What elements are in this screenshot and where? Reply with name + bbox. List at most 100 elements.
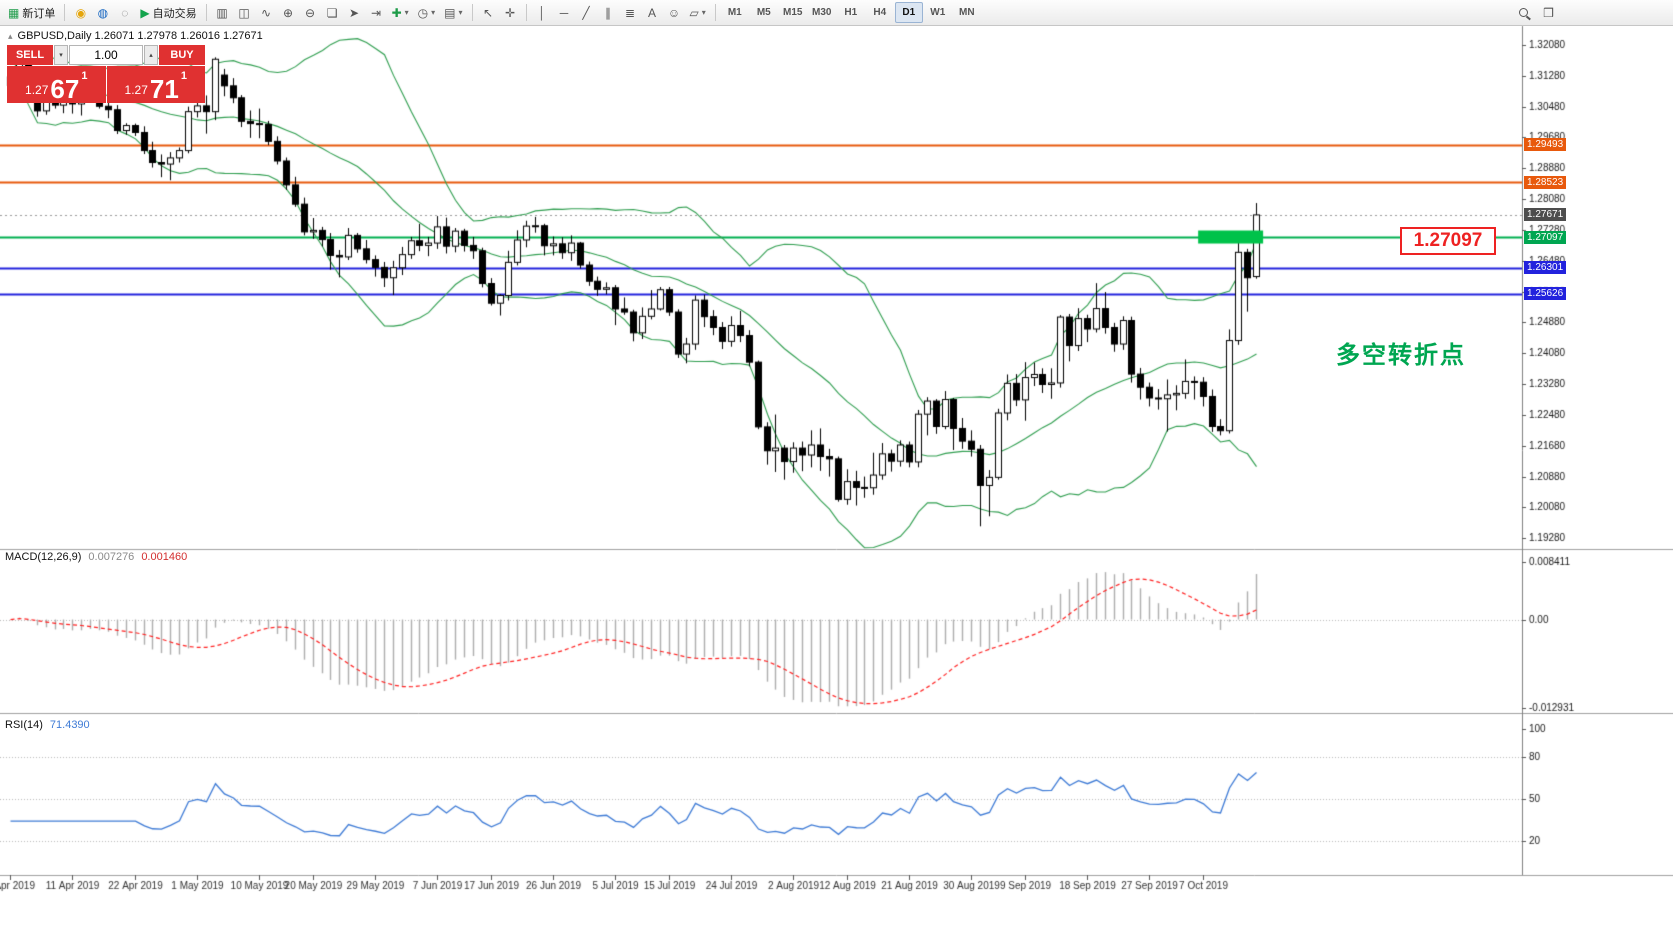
arrows-tool-button[interactable]: ☺: [664, 2, 685, 23]
zoom-in-button[interactable]: ⊕: [278, 2, 299, 23]
templates-button[interactable]: ▤ ▾: [440, 2, 466, 23]
autotrading-icon: ▶: [140, 5, 150, 20]
buy-price-button[interactable]: 1.27 71 1: [106, 66, 205, 104]
macd-label: MACD(12,26,9) 0.007276 0.001460: [5, 551, 187, 563]
chart-annotation-text[interactable]: 多空转折点: [1336, 342, 1466, 369]
bar-chart-mode-icon: ▥: [216, 5, 228, 20]
timeframe-m15-button[interactable]: M15: [779, 2, 807, 23]
tile-windows-button[interactable]: ❏: [322, 2, 343, 23]
crosshair-button[interactable]: ✛: [500, 2, 521, 23]
trendline-tool-button[interactable]: ╱: [576, 2, 597, 23]
timeframe-w1-button[interactable]: W1: [924, 2, 952, 23]
channel-tool-button[interactable]: ∥: [598, 2, 619, 23]
search-icon: [1519, 8, 1528, 17]
rsi-value: 71.4390: [49, 719, 90, 731]
caret-down-icon: ▾: [59, 52, 63, 59]
periods-icon: ◷: [417, 5, 429, 20]
new-order-icon: ▦: [8, 5, 20, 20]
crosshair-icon: ✛: [504, 5, 516, 20]
search-button[interactable]: [1513, 2, 1534, 23]
timeframe-m5-button[interactable]: M5: [750, 2, 778, 23]
text-tool-button[interactable]: A: [642, 2, 663, 23]
collapse-panel-icon[interactable]: ▴: [8, 30, 13, 41]
autotrading-label: 自动交易: [152, 7, 197, 20]
buy-price-prefix: 1.27: [124, 83, 148, 97]
price-badge-125626[interactable]: 1.25626: [1524, 287, 1567, 301]
cursor-button[interactable]: ↖: [478, 2, 499, 23]
sell-price-main: 67: [50, 73, 80, 104]
tile-windows-icon: ❏: [326, 5, 338, 20]
zoom-out-button[interactable]: ⊖: [300, 2, 321, 23]
horizontal-line-tool-button[interactable]: ─: [554, 2, 575, 23]
text-tool-icon: A: [648, 5, 657, 20]
vertical-line-tool-button[interactable]: │: [532, 2, 553, 23]
line-chart-mode-button[interactable]: ∿: [256, 2, 277, 23]
main-toolbar: ▦ 新订单 ◉ ◍ ◌ ▶ 自动交易 ▥ ◫ ∿ ⊕ ⊖ ❏ ➤ ⇥ ✚ ▾ ◷ ▾ ▤ ▾ ↖ ✛ │ ─ ╱ ∥ ≣ A ☺ ▱ ▾ M1 M…: [0, 0, 1673, 26]
auto-scroll-button[interactable]: ➤: [344, 2, 365, 23]
caret-up-icon: ▴: [149, 52, 153, 59]
toolbar-separator: [205, 4, 207, 21]
vertical-line-tool-icon: │: [538, 5, 546, 20]
sell-price-button[interactable]: 1.27 67 1: [7, 66, 106, 103]
timeframe-m1-button[interactable]: M1: [721, 2, 749, 23]
volume-increase-button[interactable]: ▴: [144, 45, 158, 65]
zoom-in-icon: ⊕: [283, 5, 294, 20]
timeframe-h4-button[interactable]: H4: [866, 2, 894, 23]
candlestick-mode-icon: ◫: [238, 5, 250, 20]
data-window-button[interactable]: ❒: [1538, 2, 1559, 23]
candlestick-mode-button[interactable]: ◫: [234, 2, 255, 23]
signals-icon: ◌: [121, 5, 129, 20]
caret-down-icon: ▾: [404, 8, 409, 17]
volume-input[interactable]: 1.00: [69, 45, 143, 65]
toolbar-separator: [714, 4, 716, 21]
price-badge-127671[interactable]: 1.27671: [1524, 208, 1567, 222]
price-badge-129493[interactable]: 1.29493: [1524, 138, 1567, 152]
rsi-label: RSI(14) 71.4390: [5, 719, 90, 731]
autotrading-button[interactable]: ▶ 自动交易: [136, 2, 200, 23]
price-badge-127097[interactable]: 1.27097: [1524, 230, 1567, 244]
timeframe-d1-button[interactable]: D1: [894, 2, 923, 23]
market-button[interactable]: ◍: [92, 2, 113, 23]
mql5-community-icon: ◉: [75, 5, 87, 20]
price-callout-label[interactable]: 1.27097: [1400, 227, 1496, 255]
templates-icon: ▤: [444, 5, 456, 20]
periods-button[interactable]: ◷ ▾: [414, 2, 440, 23]
chart-shift-button[interactable]: ⇥: [366, 2, 387, 23]
chart-title: ▴ GBPUSD,Daily 1.26071 1.27978 1.26016 1…: [8, 30, 263, 42]
trendline-tool-icon: ╱: [582, 5, 590, 20]
buy-price-main: 71: [149, 73, 179, 104]
macd-name: MACD(12,26,9): [5, 551, 82, 563]
symbol-title: GBPUSD,Daily 1.26071 1.27978 1.26016 1.2…: [17, 30, 263, 42]
mql5-community-button[interactable]: ◉: [70, 2, 91, 23]
timeframe-h1-button[interactable]: H1: [837, 2, 865, 23]
toolbar-separator: [64, 4, 66, 21]
horizontal-line-tool-icon: ─: [559, 5, 569, 20]
macd-main-value: 0.007276: [88, 551, 135, 563]
new-order-button[interactable]: ▦ 新订单: [4, 2, 59, 23]
bar-chart-mode-button[interactable]: ▥: [212, 2, 233, 23]
shapes-tool-button[interactable]: ▱ ▾: [686, 2, 710, 23]
buy-price-pip: 1: [180, 70, 187, 82]
price-badge-128523[interactable]: 1.28523: [1524, 175, 1567, 189]
market-icon: ◍: [97, 5, 109, 20]
buy-button[interactable]: BUY: [159, 45, 205, 65]
sell-button[interactable]: SELL: [7, 45, 53, 65]
indicators-button[interactable]: ✚ ▾: [388, 2, 413, 23]
macd-signal-value: 0.001460: [141, 551, 188, 563]
timeframe-m30-button[interactable]: M30: [808, 2, 836, 23]
volume-decrease-button[interactable]: ▾: [54, 45, 68, 65]
price-badge-126301[interactable]: 1.26301: [1524, 261, 1567, 275]
fibonacci-tool-button[interactable]: ≣: [620, 2, 641, 23]
line-chart-mode-icon: ∿: [261, 5, 272, 20]
toolbar-separator: [471, 4, 473, 21]
signals-button[interactable]: ◌: [114, 2, 135, 23]
data-window-icon: ❒: [1543, 5, 1554, 20]
arrows-tool-icon: ☺: [667, 5, 681, 20]
caret-down-icon: ▾: [431, 8, 436, 17]
caret-down-icon: ▾: [458, 8, 463, 17]
timeframe-mn-button[interactable]: MN: [953, 2, 981, 23]
toolbar-separator: [525, 4, 527, 21]
new-order-label: 新订单: [22, 7, 56, 20]
